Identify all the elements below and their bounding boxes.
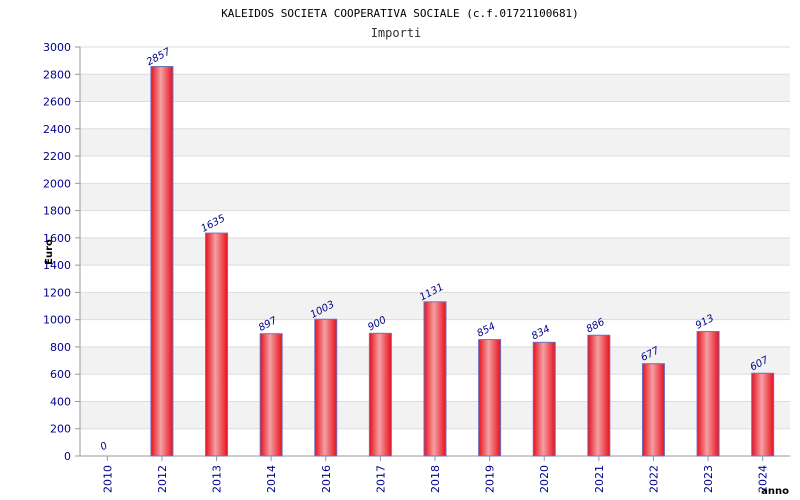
bar [150, 65, 174, 457]
bar [532, 341, 556, 457]
y-tick-label: 1800 [43, 205, 71, 218]
x-tick-label: 2016 [320, 465, 333, 493]
bar [641, 363, 665, 457]
bar [587, 334, 611, 457]
chart-subtitle: Importi [371, 26, 422, 40]
x-tick-label: 2013 [211, 465, 224, 493]
data-label: 834 [530, 324, 552, 343]
y-tick-label: 1600 [43, 232, 71, 245]
y-tick-label: 1400 [43, 259, 71, 272]
data-label: 0 [99, 440, 110, 453]
y-axis-ticks: 0 200 400 600 800 1000 1200 1400 1600 1800 2000 220… [43, 41, 80, 463]
grid-band [80, 74, 790, 102]
y-tick-label: 1000 [43, 314, 71, 327]
y-tick-label: 2600 [43, 96, 71, 109]
y-axis-label: Euro [44, 239, 55, 265]
y-tick-label: 2400 [43, 123, 71, 136]
y-tick-label: 3000 [43, 41, 71, 54]
y-tick-label: 0 [64, 450, 71, 463]
bar [696, 331, 720, 457]
x-tick-label: 2020 [538, 465, 551, 493]
x-tick-label: 2017 [374, 465, 387, 493]
bar [368, 332, 392, 457]
y-tick-label: 200 [50, 423, 71, 436]
bars [150, 65, 775, 457]
x-tick-label: 2023 [702, 465, 715, 493]
bar [478, 339, 502, 457]
grid-band [80, 128, 790, 157]
grid-band [80, 237, 790, 266]
x-axis-ticks: 2010 2012 2013 2014 2016 2017 2018 2019 2020 2021… [101, 456, 770, 493]
x-tick-label: 2019 [484, 465, 497, 493]
y-tick-label: 2800 [43, 68, 71, 81]
x-axis-label: anno [761, 486, 789, 497]
x-tick-label: 2018 [429, 465, 442, 493]
x-tick-label: 2024 [757, 465, 770, 493]
x-tick-label: 2010 [101, 465, 114, 493]
x-tick-label: 2012 [156, 465, 169, 493]
grid [79, 46, 790, 457]
bar [423, 301, 447, 457]
y-tick-label: 2000 [43, 177, 71, 190]
y-tick-label: 1200 [43, 286, 71, 299]
data-label: 854 [475, 321, 497, 340]
bar [259, 333, 283, 457]
grid-band [80, 183, 790, 211]
bar [751, 372, 775, 457]
x-tick-label: 2021 [593, 465, 606, 493]
bar [205, 232, 229, 457]
y-tick-label: 400 [50, 395, 71, 408]
y-tick-label: 2200 [43, 150, 71, 163]
data-label: 2857 [145, 46, 173, 68]
x-tick-label: 2014 [265, 465, 278, 493]
y-tick-label: 600 [50, 368, 71, 381]
data-label: 1635 [200, 213, 228, 235]
chart-title: KALEIDOS SOCIETA COOPERATIVA SOCIALE (c.… [221, 7, 579, 20]
x-tick-label: 2022 [647, 465, 660, 493]
y-tick-label: 800 [50, 341, 71, 354]
bar [314, 318, 338, 457]
